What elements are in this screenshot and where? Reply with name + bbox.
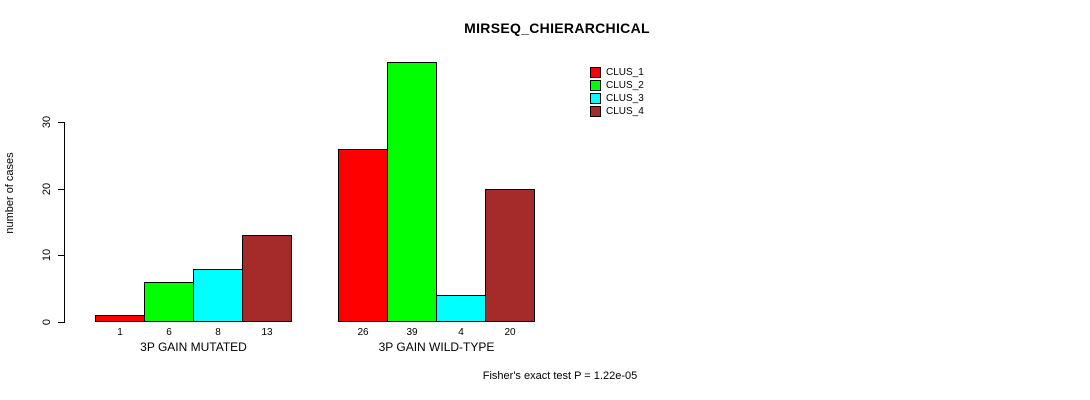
group-label: 3P GAIN WILD-TYPE [378, 340, 495, 354]
y-tick-mark [58, 189, 65, 190]
bar-clus_1-group2 [338, 149, 388, 322]
fisher-test-annotation: Fisher's exact test P = 1.22e-05 [482, 370, 638, 382]
legend-entry: CLUS_4 [590, 105, 644, 117]
bar-value-label: 20 [504, 327, 516, 338]
legend-swatch-clus_2 [590, 79, 601, 91]
legend-label: CLUS_1 [606, 66, 644, 78]
y-tick-mark [58, 255, 65, 256]
bar-value-label: 4 [458, 327, 464, 338]
bar-clus_4-group1 [242, 235, 292, 322]
bar-clus_3-group1 [193, 269, 243, 322]
legend-entry: CLUS_2 [590, 79, 644, 91]
legend-swatch-clus_1 [590, 66, 601, 78]
y-axis-line [64, 122, 65, 323]
legend-entry: CLUS_3 [590, 92, 644, 104]
bar-clus_2-group2 [387, 62, 437, 322]
bar-value-label: 8 [215, 327, 221, 338]
legend-swatch-clus_4 [590, 105, 601, 117]
chart-title: MIRSEQ_CHIERARCHICAL [464, 20, 650, 36]
bar-value-label: 13 [261, 327, 273, 338]
legend-entry: CLUS_1 [590, 66, 644, 78]
y-axis-label: number of cases [4, 152, 16, 234]
y-tick-label: 10 [41, 248, 53, 262]
legend-label: CLUS_2 [606, 79, 644, 91]
bar-clus_2-group1 [144, 282, 194, 322]
bar-value-label: 39 [406, 327, 418, 338]
y-tick-label: 20 [41, 182, 53, 196]
bar-clus_1-group1 [95, 315, 145, 322]
bar-value-label: 26 [357, 327, 369, 338]
bar-value-label: 6 [166, 327, 172, 338]
legend-label: CLUS_4 [606, 105, 644, 117]
y-tick-label: 0 [41, 318, 53, 326]
bar-value-label: 1 [117, 327, 123, 338]
legend-swatch-clus_3 [590, 92, 601, 104]
y-tick-label: 30 [41, 115, 53, 129]
legend-label: CLUS_3 [606, 92, 644, 104]
y-tick-mark [58, 322, 65, 323]
y-tick-mark [58, 122, 65, 123]
bar-clus_3-group2 [436, 295, 486, 322]
group-label: 3P GAIN MUTATED [140, 340, 247, 354]
bar-clus_4-group2 [485, 189, 535, 322]
